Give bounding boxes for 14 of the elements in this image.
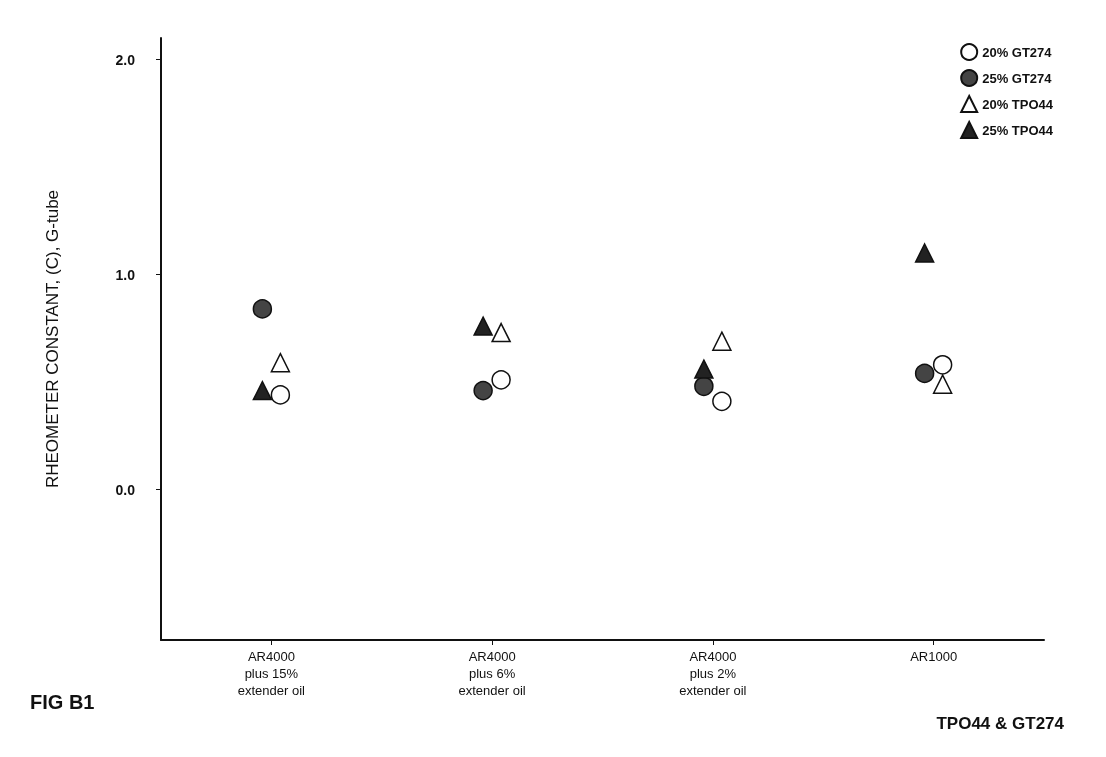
legend-label: 25% GT274 xyxy=(982,70,1053,86)
x-tick-label: AR1000 xyxy=(910,649,958,664)
x-tick-label: AR4000 plus 6% extender oil xyxy=(458,649,526,698)
caption: FIG B1 xyxy=(30,691,95,713)
x-tick-label: AR4000 plus 2% extender oil xyxy=(679,649,747,698)
legend-label: 20% TPO44 xyxy=(982,96,1054,112)
text: TPO44 & GT274 xyxy=(936,714,1065,733)
y-tick-label: 0.0 xyxy=(115,481,136,498)
y-axis-title: RHEOMETER CONSTANT, (C), G-tube xyxy=(43,189,62,489)
legend-label: 25% TPO44 xyxy=(982,122,1054,138)
legend-label: 20% GT274 xyxy=(982,44,1053,60)
y-tick-label: 1.0 xyxy=(115,266,136,283)
x-tick-label: AR4000 plus 15% extender oil xyxy=(237,649,306,698)
y-tick-label: 2.0 xyxy=(115,51,136,68)
